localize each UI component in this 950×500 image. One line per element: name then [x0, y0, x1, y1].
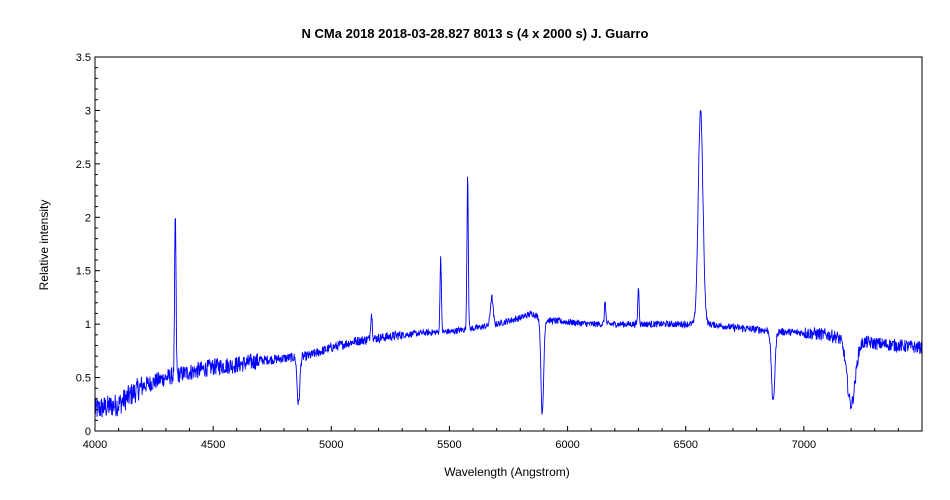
y-tick-label: 3: [85, 105, 91, 117]
plot-frame: [94, 56, 923, 432]
y-tick-label: 0.5: [76, 373, 91, 385]
plot-area: 4000 4500 5000 5500 6000 6500 7000 0 0.5 1 1.5 2 2.5…: [76, 52, 923, 451]
spectrum-series-line: [94, 110, 923, 418]
x-tick-label: 6000: [555, 439, 579, 451]
x-tick-label: 4500: [201, 439, 225, 451]
x-tick-label: 4000: [83, 439, 107, 451]
y-tick-label: 1.5: [76, 266, 91, 278]
chart-title: N CMa 2018 2018-03-28.827 8013 s (4 x 20…: [302, 26, 649, 41]
x-tick-label: 6500: [673, 439, 697, 451]
y-tick-label: 3.5: [76, 52, 91, 64]
y-tick-label: 1: [85, 319, 91, 331]
y-tick-label: 2: [85, 212, 91, 224]
y-tick-label: 2.5: [76, 159, 91, 171]
x-tick-label: 7000: [792, 439, 816, 451]
y-axis-label: Relative intensity: [37, 200, 51, 291]
x-axis-label: Wavelength (Angstrom): [444, 465, 570, 479]
x-tick-label: 5500: [437, 439, 461, 451]
x-tick-label: 5000: [319, 439, 343, 451]
y-tick-label: 0: [85, 426, 91, 438]
